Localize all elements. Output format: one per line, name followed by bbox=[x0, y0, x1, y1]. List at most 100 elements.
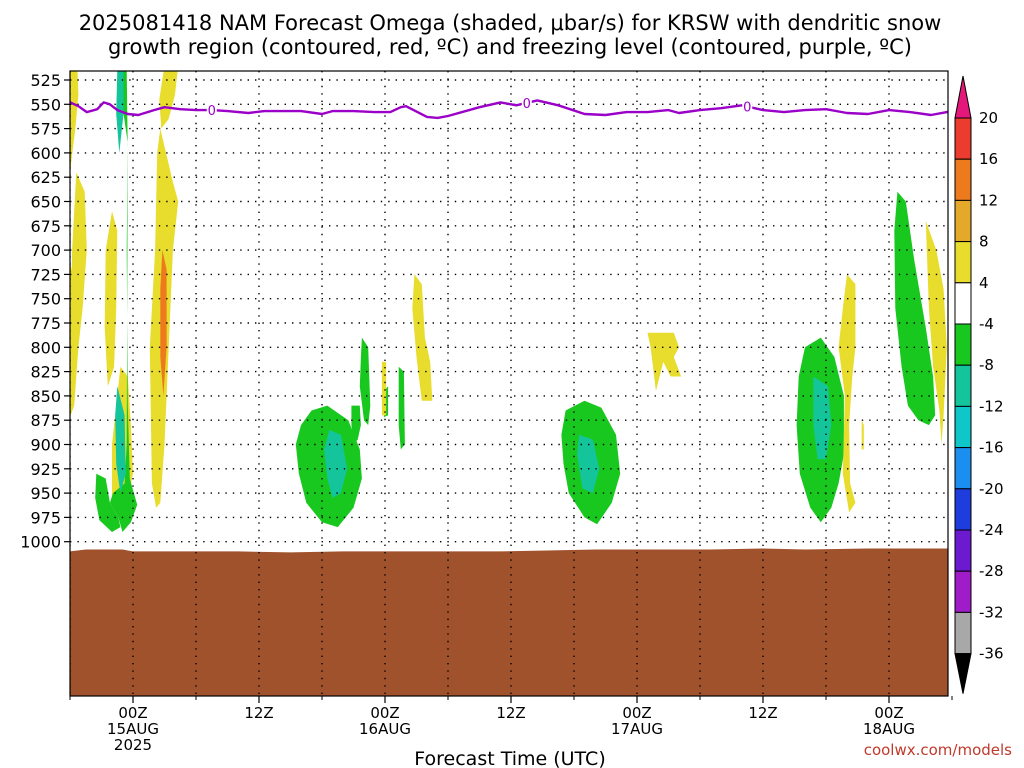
y-tick-label-700: 700 bbox=[30, 241, 61, 260]
colorbar-label-9: -20 bbox=[979, 480, 1004, 498]
y-tick-label-775: 775 bbox=[30, 314, 61, 333]
x-tick-label-4-0: 00Z bbox=[622, 704, 651, 722]
colorbar-bin-11 bbox=[954, 529, 972, 572]
y-tick-label-1000: 1000 bbox=[20, 533, 61, 552]
y-tick-label-975: 975 bbox=[30, 508, 61, 527]
y-tick-label-550: 550 bbox=[30, 95, 61, 114]
y-tick-label-825: 825 bbox=[30, 363, 61, 382]
x-tick-label-6-1: 18AUG bbox=[863, 720, 915, 738]
ground-surface bbox=[70, 548, 948, 696]
colorbar-label-5: -4 bbox=[979, 315, 994, 333]
y-tick-label-575: 575 bbox=[30, 120, 61, 139]
colorbar-bin-6 bbox=[954, 323, 972, 366]
y-tick-label-850: 850 bbox=[30, 387, 61, 406]
omega-region-28 bbox=[861, 420, 864, 450]
y-tick-label-525: 525 bbox=[30, 71, 61, 90]
freezing-label-bg-2 bbox=[742, 99, 753, 114]
y-tick-label-625: 625 bbox=[30, 168, 61, 187]
colorbar-label-3: 8 bbox=[979, 233, 989, 251]
omega-region-30 bbox=[925, 220, 947, 445]
colorbar-label-0: 20 bbox=[979, 109, 998, 127]
y-tick-label-600: 600 bbox=[30, 144, 61, 163]
omega-region-11 bbox=[95, 473, 121, 532]
freezing-label-bg-0 bbox=[206, 103, 217, 118]
y-tick-label-750: 750 bbox=[30, 290, 61, 309]
credit-text[interactable]: coolwx.com/models bbox=[864, 741, 1012, 759]
x-tick-label-6-0: 00Z bbox=[874, 704, 903, 722]
colorbar-bottom-arrow bbox=[954, 653, 972, 694]
y-axis: 525 550 575 600 625 650 675 700 725 750 775 800 825 8… bbox=[20, 71, 70, 552]
colorbar-bin-5 bbox=[954, 282, 972, 325]
colorbar-label-11: -28 bbox=[979, 562, 1004, 580]
omega-region-15 bbox=[324, 429, 348, 498]
x-tick-label-2-1: 16AUG bbox=[359, 720, 411, 738]
grid-layer bbox=[70, 71, 948, 696]
omega-region-22 bbox=[647, 332, 682, 391]
freezing-level-label-0: 0 bbox=[208, 104, 216, 119]
omega-region-17 bbox=[351, 405, 361, 445]
colorbar-label-8: -16 bbox=[979, 439, 1004, 457]
y-tick-label-925: 925 bbox=[30, 460, 61, 479]
omega-region-18 bbox=[412, 274, 433, 401]
freezing-level-line bbox=[70, 99, 948, 120]
colorbar-bin-7 bbox=[954, 364, 972, 407]
colorbar: 20 16 12 8 4 -4 -8 -12 -16 -20 -24 -28 -32 -36 bbox=[954, 75, 1004, 694]
colorbar-label-4: 4 bbox=[979, 274, 989, 292]
x-tick-label-0-2: 2025 bbox=[114, 736, 152, 754]
x-tick-label-2-0: 00Z bbox=[370, 704, 399, 722]
y-tick-label-725: 725 bbox=[30, 265, 61, 284]
x-tick-label-1-0: 12Z bbox=[244, 704, 273, 722]
x-tick-label-0-1: 15AUG bbox=[107, 720, 159, 738]
colorbar-label-13: -36 bbox=[979, 645, 1004, 663]
omega-region-29 bbox=[894, 191, 936, 426]
y-tick-label-650: 650 bbox=[30, 193, 61, 212]
x-tick-label-0-0: 00Z bbox=[118, 704, 147, 722]
colorbar-label-7: -12 bbox=[979, 397, 1004, 415]
omega-region-3 bbox=[71, 172, 87, 348]
colorbar-label-10: -24 bbox=[979, 521, 1004, 539]
colorbar-top-arrow bbox=[954, 75, 972, 119]
omega-region-21 bbox=[381, 361, 387, 416]
omega-region-16 bbox=[359, 337, 371, 426]
colorbar-bin-2 bbox=[954, 158, 972, 201]
x-tick-label-5-0: 12Z bbox=[748, 704, 777, 722]
chart-title-line-2: growth region (contoured, red, ºC) and f… bbox=[108, 35, 912, 59]
colorbar-label-6: -8 bbox=[979, 356, 994, 374]
omega-region-0 bbox=[0, 151, 33, 508]
plot-area: 0 0 0 bbox=[0, 71, 948, 696]
colorbar-label-12: -32 bbox=[979, 603, 1004, 621]
colorbar-bin-8 bbox=[954, 405, 972, 449]
ground-layer bbox=[70, 548, 948, 696]
omega-region-4 bbox=[104, 211, 118, 387]
omega-region-24 bbox=[577, 434, 600, 494]
x-tick-label-3-0: 12Z bbox=[496, 704, 525, 722]
freezing-level-label-2: 0 bbox=[743, 100, 751, 115]
plot-frame bbox=[69, 70, 949, 697]
colorbar-bin-4 bbox=[954, 241, 972, 284]
omega-region-26 bbox=[813, 376, 832, 460]
x-axis-label: Forecast Time (UTC) bbox=[414, 748, 605, 768]
colorbar-bin-1 bbox=[954, 117, 972, 160]
omega-region-7 bbox=[159, 71, 178, 129]
freezing-level-layer: 0 0 0 bbox=[70, 95, 948, 120]
omega-shading-layer bbox=[0, 71, 947, 532]
colorbar-bin-12 bbox=[954, 570, 972, 613]
omega-region-12 bbox=[115, 386, 126, 494]
y-tick-label-800: 800 bbox=[30, 338, 61, 357]
omega-region-27 bbox=[838, 274, 856, 513]
colorbar-label-1: 16 bbox=[979, 150, 998, 168]
colorbar-label-2: 12 bbox=[979, 191, 998, 209]
freezing-label-bg-1 bbox=[521, 95, 532, 110]
y-tick-label-675: 675 bbox=[30, 217, 61, 236]
omega-region-19 bbox=[398, 366, 405, 450]
colorbar-bin-10 bbox=[954, 488, 972, 531]
chart-title-line-1: 2025081418 NAM Forecast Omega (shaded, μ… bbox=[79, 11, 942, 35]
omega-region-9 bbox=[160, 250, 167, 396]
freezing-level-label-1: 0 bbox=[523, 97, 531, 112]
y-tick-label-875: 875 bbox=[30, 411, 61, 430]
omega-region-5 bbox=[70, 71, 79, 173]
y-tick-label-900: 900 bbox=[30, 436, 61, 455]
x-tick-label-4-1: 17AUG bbox=[611, 720, 663, 738]
